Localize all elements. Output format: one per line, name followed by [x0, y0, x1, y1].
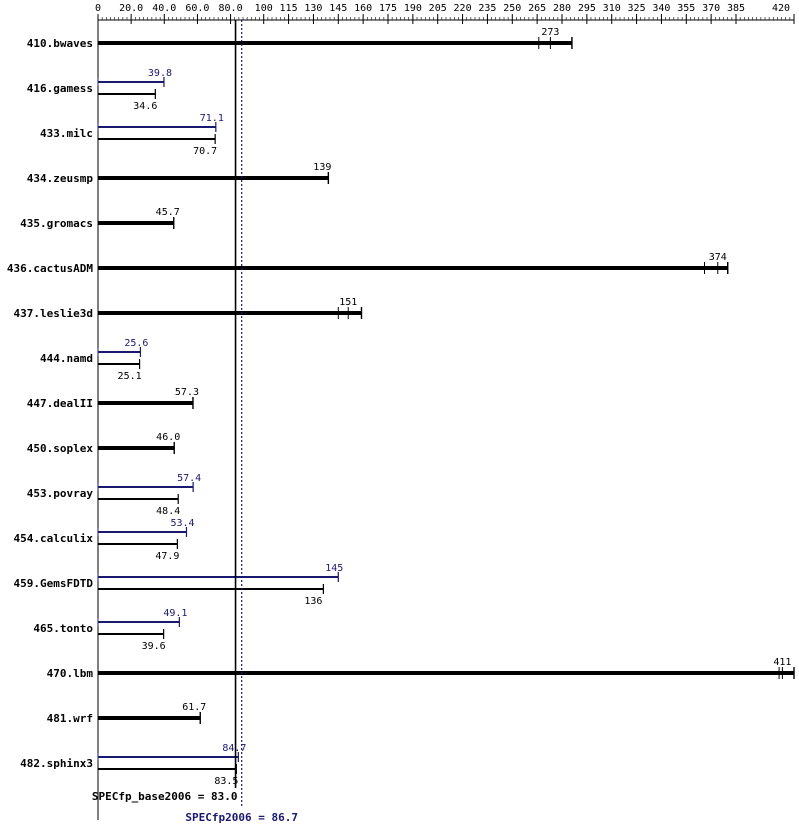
base-value-label: 374: [709, 252, 727, 263]
x-tick-label: 355: [677, 3, 695, 14]
peak-value-label: 84.7: [222, 743, 246, 754]
x-tick-label: 20.0: [119, 3, 143, 14]
peak-value-label: 39.8: [148, 68, 172, 79]
base-value-label: 273: [541, 27, 559, 38]
x-tick-label: 370: [702, 3, 720, 14]
benchmark-label: 465.tonto: [33, 622, 93, 635]
x-tick-label: 145: [329, 3, 347, 14]
benchmark-label: 459.GemsFDTD: [14, 577, 94, 590]
base-value-label: 39.6: [142, 641, 166, 652]
x-tick-label: 205: [429, 3, 447, 14]
x-tick-label: 250: [503, 3, 521, 14]
x-tick-label: 130: [304, 3, 322, 14]
mean-lines: SPECfp_base2006 = 83.0 SPECfp2006 = 86.7: [92, 20, 298, 824]
benchmark-label: 436.cactusADM: [7, 262, 93, 275]
benchmark-label: 444.namd: [40, 352, 93, 365]
benchmark-label: 416.gamess: [27, 82, 93, 95]
x-tick-label: 160: [354, 3, 372, 14]
benchmark-label: 435.gromacs: [20, 217, 93, 230]
peak-value-label: 25.6: [124, 338, 148, 349]
base-mean-label: SPECfp_base2006 = 83.0: [92, 790, 238, 803]
benchmark-label: 470.lbm: [47, 667, 94, 680]
base-value-label: 46.0: [156, 432, 180, 443]
x-tick-label: 310: [603, 3, 621, 14]
x-tick-label: 0: [95, 3, 101, 14]
x-tick-label: 265: [528, 3, 546, 14]
x-tick-label: 235: [478, 3, 496, 14]
base-value-label: 34.6: [133, 101, 157, 112]
base-value-label: 61.7: [182, 702, 206, 713]
peak-value-label: 57.4: [177, 473, 201, 484]
base-value-label: 25.1: [118, 371, 142, 382]
x-tick-label: 60.0: [185, 3, 209, 14]
x-tick-label: 175: [379, 3, 397, 14]
x-tick-label: 420: [772, 3, 790, 14]
base-value-label: 45.7: [156, 207, 180, 218]
x-tick-label: 385: [727, 3, 745, 14]
x-tick-label: 280: [553, 3, 571, 14]
x-tick-label: 40.0: [152, 3, 176, 14]
base-value-label: 47.9: [155, 551, 179, 562]
x-tick-label: 325: [628, 3, 646, 14]
base-value-label: 139: [313, 162, 331, 173]
x-tick-label: 220: [454, 3, 472, 14]
base-value-label: 70.7: [193, 146, 217, 157]
benchmark-label: 433.milc: [40, 127, 93, 140]
x-tick-label: 100: [255, 3, 273, 14]
x-tick-label: 340: [652, 3, 670, 14]
benchmark-label: 482.sphinx3: [20, 757, 93, 770]
benchmark-label: 453.povray: [27, 487, 94, 500]
x-tick-label: 295: [578, 3, 596, 14]
base-value-label: 136: [304, 596, 322, 607]
base-value-label: 83.5: [214, 776, 238, 787]
x-tick-label: 80.0: [219, 3, 243, 14]
peak-value-label: 71.1: [200, 113, 224, 124]
peak-mean-label: SPECfp2006 = 86.7: [185, 811, 298, 824]
benchmark-label: 481.wrf: [47, 712, 93, 725]
base-value-label: 48.4: [156, 506, 180, 517]
benchmark-label: 437.leslie3d: [14, 307, 93, 320]
base-value-label: 411: [773, 657, 791, 668]
benchmark-label: 447.dealII: [27, 397, 93, 410]
x-axis: 0 20.0 40.0 60.0 80.0 100 115 130 145 160 175 190 20…: [95, 3, 795, 820]
peak-value-label: 145: [325, 563, 343, 574]
bars: 410.bwaves 273 416.gamess 39.8 34.6 433.milc 7…: [7, 27, 795, 787]
peak-value-label: 49.1: [163, 608, 187, 619]
benchmark-label: 450.soplex: [27, 442, 94, 455]
benchmark-label: 434.zeusmp: [27, 172, 94, 185]
benchmark-label: 454.calculix: [14, 532, 94, 545]
base-value-label: 151: [339, 297, 357, 308]
x-tick-label: 115: [280, 3, 298, 14]
base-value-label: 57.3: [175, 387, 199, 398]
x-tick-label: 190: [404, 3, 422, 14]
benchmark-label: 410.bwaves: [27, 37, 93, 50]
peak-value-label: 53.4: [170, 518, 194, 529]
